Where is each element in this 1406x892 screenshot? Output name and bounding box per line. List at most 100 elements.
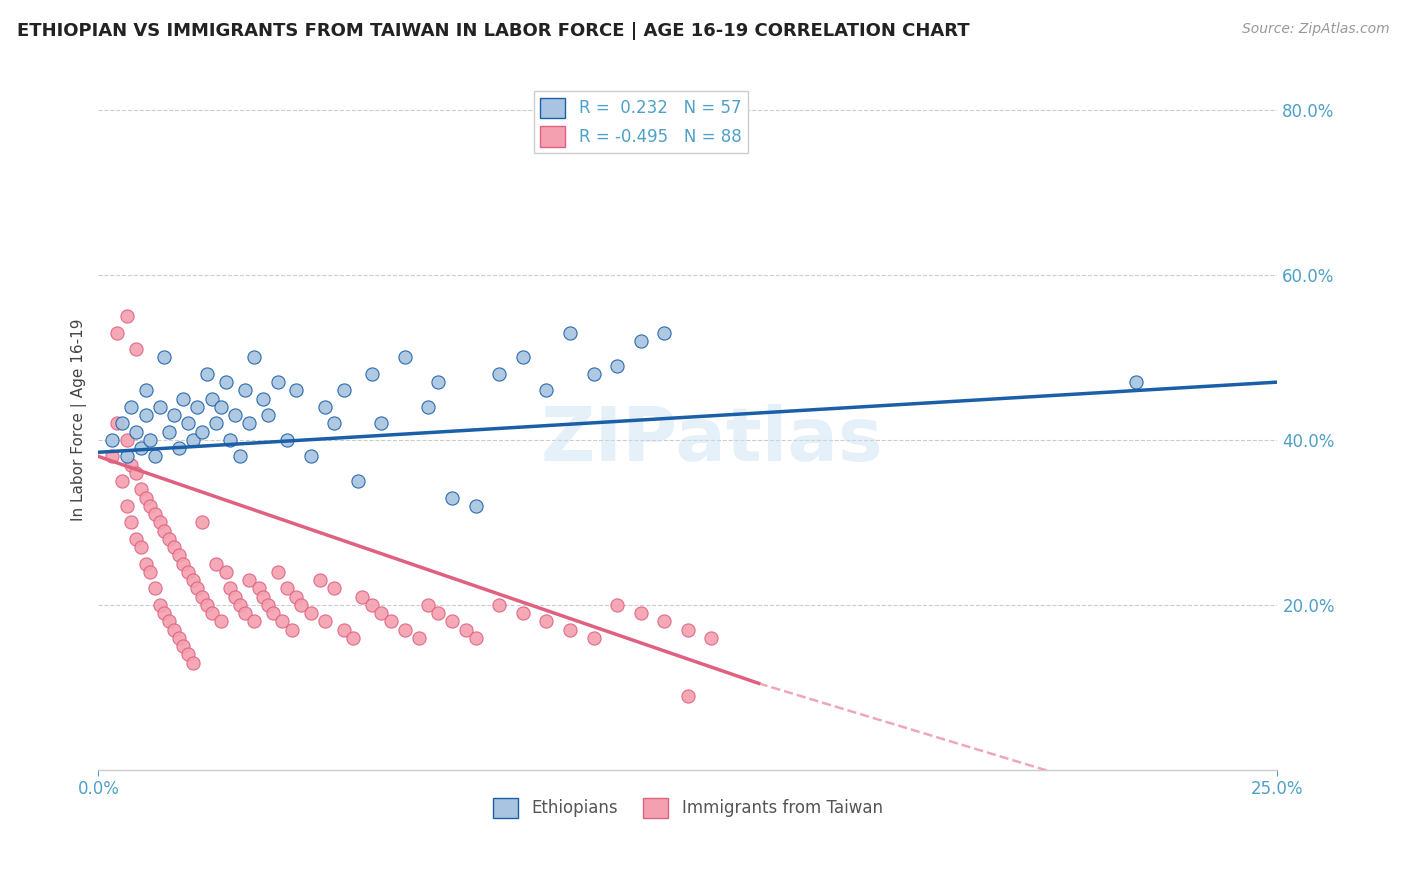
Point bbox=[219, 433, 242, 447]
Point bbox=[257, 408, 280, 422]
Point bbox=[134, 408, 156, 422]
Point bbox=[157, 425, 180, 439]
Point bbox=[408, 631, 430, 645]
Point bbox=[238, 573, 260, 587]
Point bbox=[652, 615, 675, 629]
Point bbox=[139, 499, 162, 513]
Point bbox=[488, 367, 510, 381]
Point bbox=[172, 557, 194, 571]
Point bbox=[191, 516, 214, 530]
Point bbox=[342, 631, 364, 645]
Point bbox=[285, 384, 308, 398]
Point bbox=[1125, 375, 1147, 389]
Point bbox=[129, 483, 152, 497]
Point bbox=[105, 417, 128, 431]
Point bbox=[229, 450, 252, 464]
Point bbox=[125, 532, 148, 546]
Point bbox=[441, 491, 464, 505]
Point bbox=[129, 441, 152, 455]
Point bbox=[512, 351, 534, 365]
Point bbox=[167, 549, 190, 563]
Point bbox=[125, 466, 148, 480]
Point bbox=[676, 623, 699, 637]
Point bbox=[276, 433, 298, 447]
Point bbox=[332, 623, 354, 637]
Point bbox=[582, 367, 605, 381]
Point bbox=[323, 417, 346, 431]
Point bbox=[181, 573, 204, 587]
Point bbox=[101, 450, 124, 464]
Point bbox=[205, 417, 228, 431]
Point bbox=[149, 516, 172, 530]
Point bbox=[252, 590, 274, 604]
Point bbox=[153, 606, 176, 620]
Point bbox=[394, 623, 416, 637]
Point bbox=[224, 590, 246, 604]
Point bbox=[606, 359, 628, 373]
Point bbox=[370, 606, 392, 620]
Point bbox=[120, 458, 142, 472]
Point bbox=[512, 606, 534, 620]
Text: ZIPatlas: ZIPatlas bbox=[540, 404, 883, 477]
Point bbox=[346, 474, 368, 488]
Point bbox=[652, 326, 675, 340]
Point bbox=[167, 441, 190, 455]
Point bbox=[157, 532, 180, 546]
Point bbox=[247, 582, 270, 596]
Point bbox=[700, 631, 723, 645]
Point bbox=[120, 400, 142, 414]
Point bbox=[361, 367, 384, 381]
Point bbox=[309, 573, 332, 587]
Point bbox=[252, 392, 274, 406]
Point bbox=[426, 606, 449, 620]
Point bbox=[153, 351, 176, 365]
Point bbox=[271, 615, 294, 629]
Point bbox=[215, 565, 238, 579]
Point bbox=[177, 417, 200, 431]
Point bbox=[134, 491, 156, 505]
Point bbox=[134, 557, 156, 571]
Point bbox=[163, 540, 186, 554]
Point bbox=[238, 417, 260, 431]
Point bbox=[219, 582, 242, 596]
Point bbox=[233, 384, 256, 398]
Point bbox=[115, 499, 138, 513]
Point bbox=[224, 408, 246, 422]
Point bbox=[418, 400, 440, 414]
Point bbox=[630, 606, 652, 620]
Point bbox=[536, 615, 558, 629]
Y-axis label: In Labor Force | Age 16-19: In Labor Force | Age 16-19 bbox=[72, 318, 87, 521]
Point bbox=[299, 606, 322, 620]
Point bbox=[143, 507, 166, 521]
Point bbox=[134, 384, 156, 398]
Point bbox=[290, 598, 312, 612]
Point bbox=[120, 516, 142, 530]
Point bbox=[181, 656, 204, 670]
Point bbox=[111, 474, 134, 488]
Point bbox=[299, 450, 322, 464]
Point bbox=[149, 400, 172, 414]
Point bbox=[276, 582, 298, 596]
Point bbox=[314, 400, 336, 414]
Point bbox=[280, 623, 302, 637]
Point bbox=[115, 433, 138, 447]
Point bbox=[285, 590, 308, 604]
Point bbox=[191, 425, 214, 439]
Point bbox=[676, 689, 699, 703]
Point bbox=[177, 565, 200, 579]
Point bbox=[536, 384, 558, 398]
Point bbox=[163, 408, 186, 422]
Point bbox=[143, 582, 166, 596]
Point bbox=[186, 582, 208, 596]
Point bbox=[172, 392, 194, 406]
Point bbox=[418, 598, 440, 612]
Point bbox=[191, 590, 214, 604]
Point bbox=[205, 557, 228, 571]
Point bbox=[456, 623, 478, 637]
Point bbox=[257, 598, 280, 612]
Point bbox=[125, 342, 148, 356]
Point bbox=[380, 615, 402, 629]
Point bbox=[426, 375, 449, 389]
Point bbox=[139, 565, 162, 579]
Point bbox=[464, 631, 486, 645]
